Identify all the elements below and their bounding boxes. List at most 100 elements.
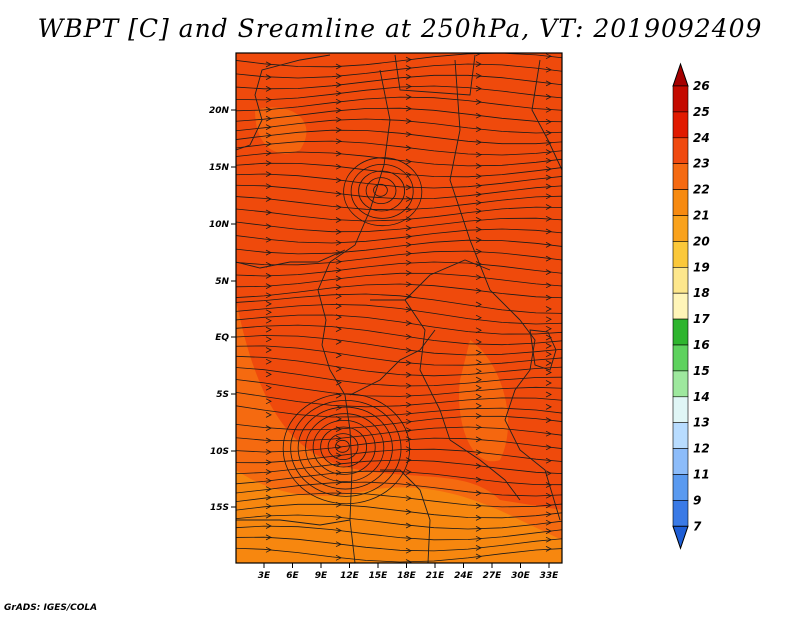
streamline-arrow xyxy=(335,177,342,184)
colorbar-label: 20 xyxy=(693,234,710,248)
chart-title: WBPT [C] and Sreamline at 250hPa, VT: 20… xyxy=(37,14,763,43)
streamline-arrow xyxy=(335,217,342,223)
streamline-arrow xyxy=(475,463,482,469)
colorbar-label: 18 xyxy=(693,286,710,300)
colorbar-swatch xyxy=(672,370,689,398)
streamline-arrow xyxy=(475,73,482,79)
streamline xyxy=(236,293,562,314)
streamline xyxy=(236,355,562,377)
streamline xyxy=(236,525,562,541)
coastline xyxy=(529,329,557,371)
longitude-axis: 3E 6E 9E 12E 15E 18E 21E 24E 27E 30E 33E xyxy=(258,563,559,581)
latitude-tick-label: 15S xyxy=(210,503,229,513)
streamline-arrow xyxy=(405,74,412,80)
streamline-arrow xyxy=(545,343,552,349)
streamline-arrow xyxy=(475,61,482,67)
streamline-arrow xyxy=(475,173,482,180)
streamline-arrow xyxy=(265,358,272,365)
streamline-arrow xyxy=(475,139,482,146)
colorbar-label: 16 xyxy=(693,338,710,352)
streamline xyxy=(236,85,562,101)
streamline-arrow xyxy=(335,339,342,345)
streamline xyxy=(236,492,562,508)
colorbar-label: 11 xyxy=(693,468,710,482)
colorbar-min-arrow xyxy=(672,525,689,550)
colorbar-max-arrow xyxy=(672,62,689,87)
streamline xyxy=(236,140,562,156)
streamline-arrow xyxy=(475,191,482,198)
streamline xyxy=(236,206,562,222)
streamline-arrow xyxy=(335,116,342,123)
streamline-arrow xyxy=(545,183,552,190)
vortex-streamline xyxy=(312,419,376,475)
streamline-arrow xyxy=(265,469,272,475)
streamline xyxy=(236,345,562,366)
streamline-arrow xyxy=(405,427,412,434)
colorbar-label: 23 xyxy=(693,157,710,171)
colorbar-label: 22 xyxy=(693,183,710,197)
streamline xyxy=(236,63,562,79)
colorbar-label: 21 xyxy=(693,209,710,223)
streamline-arrow xyxy=(265,398,272,405)
streamline-arrow xyxy=(335,452,342,459)
streamline-arrow xyxy=(265,494,272,501)
streamline-arrow xyxy=(405,293,412,300)
streamline-arrow xyxy=(545,94,552,100)
streamline-arrow xyxy=(475,99,482,105)
streamline-arrow xyxy=(335,326,342,332)
longitude-tick-label: 24E xyxy=(454,571,474,581)
streamline-arrow xyxy=(265,150,272,156)
country-border xyxy=(236,54,331,151)
streamline-arrow xyxy=(405,333,412,340)
streamline-arrow xyxy=(545,502,552,509)
streamline-arrow xyxy=(265,196,272,202)
vortex-streamline xyxy=(373,183,388,197)
streamline-arrow xyxy=(335,239,342,246)
longitude-tick-label: 27E xyxy=(483,571,503,581)
streamline-arrow xyxy=(265,412,272,418)
streamline-arrow xyxy=(475,385,482,391)
streamline-arrow xyxy=(265,477,272,484)
streamline xyxy=(236,426,562,442)
streamline-arrow xyxy=(265,141,272,147)
colorbar-label: 15 xyxy=(693,364,710,378)
streamline-arrow xyxy=(405,320,412,326)
longitude-tick-label: 15E xyxy=(369,571,389,581)
colorbar-swatch xyxy=(672,318,689,346)
temperature-patch xyxy=(236,470,562,563)
streamline-arrow xyxy=(335,107,342,114)
streamline-arrow xyxy=(545,351,552,358)
streamline-arrow xyxy=(475,199,482,206)
streamline-arrow xyxy=(545,482,552,488)
vortex-streamline xyxy=(320,426,368,468)
vortex-streamline xyxy=(327,433,359,461)
streamline-arrow xyxy=(265,512,272,519)
streamline-arrow xyxy=(405,281,412,288)
streamline-arrow xyxy=(265,437,272,444)
streamline-arrow xyxy=(475,237,482,243)
streamline-arrow xyxy=(265,292,272,299)
streamline-arrow xyxy=(475,436,482,443)
streamline-arrow xyxy=(335,73,342,79)
streamline-arrow xyxy=(475,376,482,383)
country-border xyxy=(317,69,391,346)
streamline-arrow xyxy=(405,469,412,475)
colorbar-swatch xyxy=(672,292,689,320)
streamline-arrow xyxy=(545,391,552,398)
streamline-arrow xyxy=(335,314,342,320)
country-border xyxy=(531,59,562,171)
streamline-arrow xyxy=(265,236,272,243)
streamline-arrow xyxy=(545,306,552,312)
vortex-streamline xyxy=(358,170,406,212)
streamline-arrow xyxy=(545,511,552,518)
country-border xyxy=(504,319,561,521)
streamline-arrow xyxy=(405,196,412,202)
streamline-arrow xyxy=(265,124,272,130)
colorbar-swatch xyxy=(672,215,689,242)
streamline-arrow xyxy=(405,259,412,266)
streamline-arrow xyxy=(405,241,412,248)
streamline-arrow xyxy=(545,294,552,301)
streamline-arrow xyxy=(545,106,552,113)
latitude-tick-label: 15N xyxy=(209,163,230,173)
